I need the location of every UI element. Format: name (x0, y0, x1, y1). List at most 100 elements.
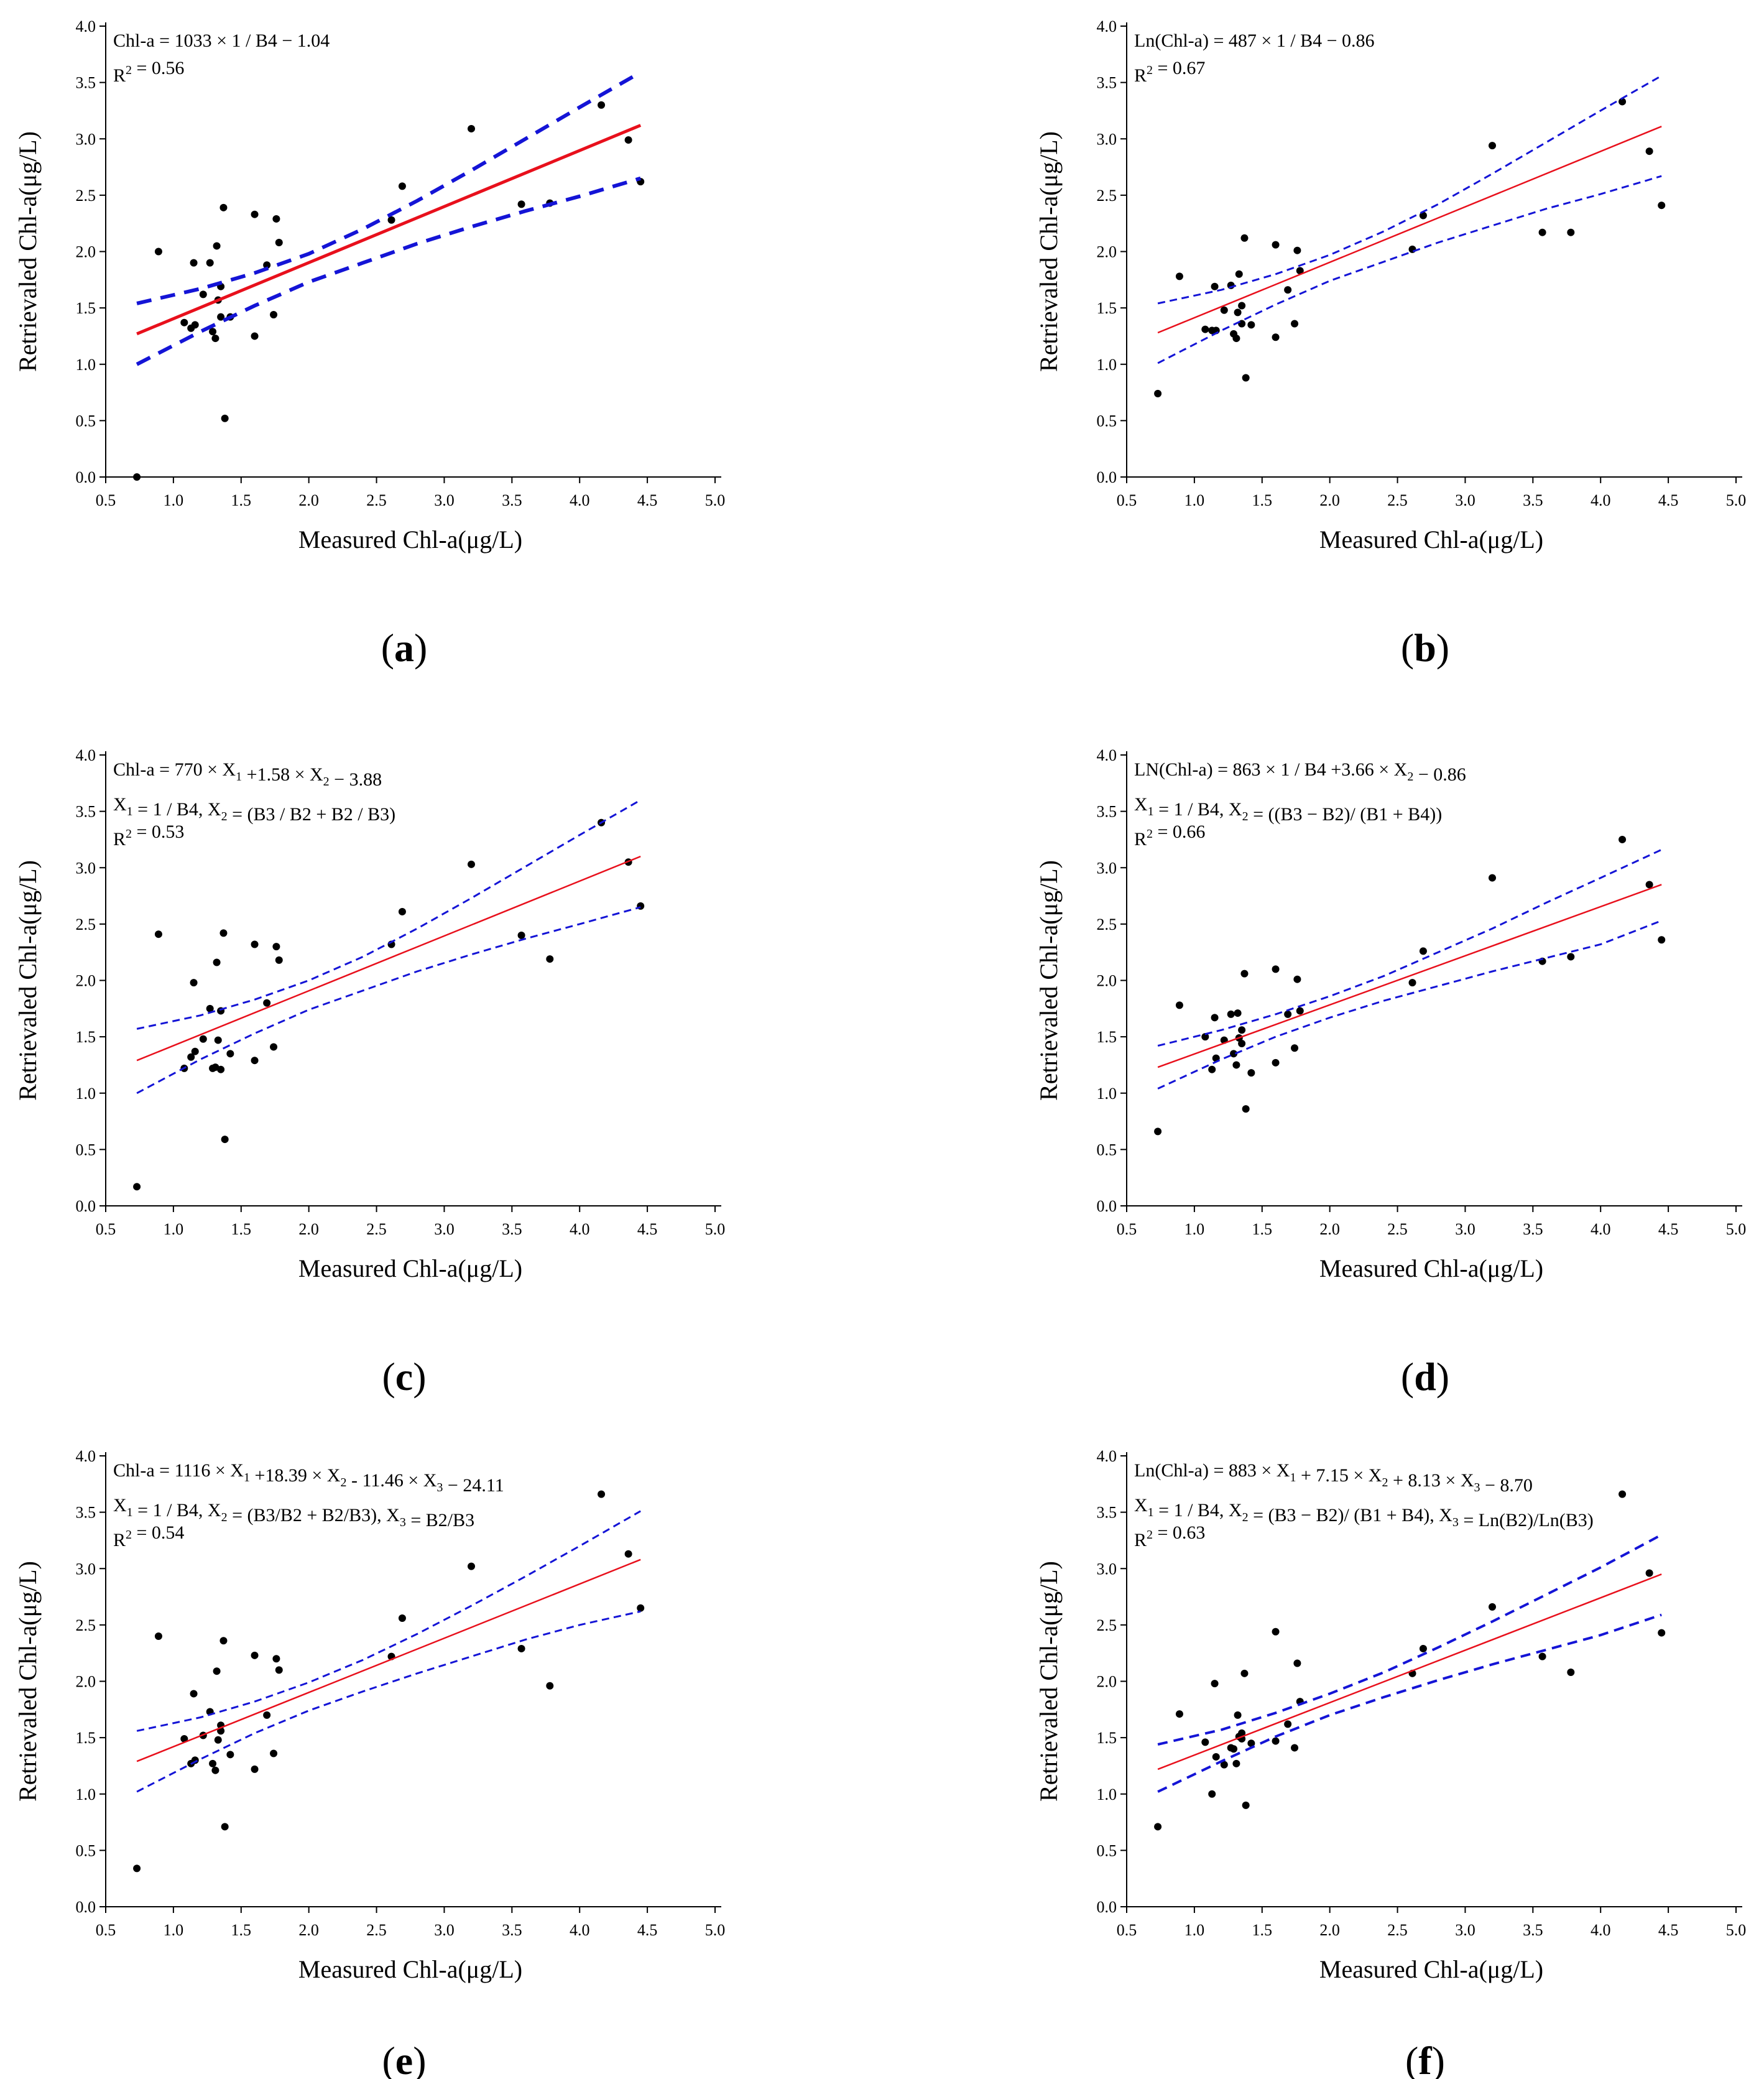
data-point (1619, 835, 1627, 843)
equation-line: Ln(Chl-a) = 883 × X1 + 7.15 × X2 + 8.13 … (1134, 1460, 1533, 1496)
y-tick-label: 0.5 (76, 412, 96, 430)
y-tick-label: 3.0 (1097, 859, 1117, 877)
data-point (1272, 333, 1280, 341)
data-point (221, 1136, 229, 1144)
x-tick-label: 1.5 (231, 1220, 252, 1238)
data-point (1272, 1058, 1280, 1067)
data-point (1538, 1652, 1546, 1660)
x-tick-label: 3.0 (434, 1220, 455, 1238)
data-point (213, 1667, 221, 1675)
y-axis-title: Retrievaled Chl-a(μg/L) (14, 1561, 42, 1802)
data-point (214, 1036, 222, 1044)
data-point (1293, 975, 1301, 983)
data-point (1242, 1801, 1250, 1809)
data-point (1658, 201, 1666, 210)
data-point (1238, 1040, 1246, 1047)
data-point (1235, 270, 1243, 278)
x-tick-label: 4.0 (570, 1220, 590, 1238)
data-point (1645, 147, 1653, 155)
data-point (251, 1651, 259, 1659)
x-tick-label: 0.5 (96, 1220, 116, 1238)
data-point (624, 1550, 632, 1558)
data-point (251, 940, 259, 948)
x-tick-label: 0.5 (96, 1921, 116, 1939)
confidence-band-lower (1157, 920, 1662, 1090)
data-point (1220, 1761, 1228, 1769)
data-point (1240, 970, 1249, 978)
equation-line: LN(Chl-a) = 863 × 1 / B4 +3.66 × X2 − 0.… (1134, 759, 1466, 785)
data-point (221, 414, 229, 422)
x-tick-label: 4.5 (1658, 1921, 1679, 1939)
data-point (217, 313, 225, 321)
y-axis-title: Retrievaled Chl-a(μg/L) (14, 860, 42, 1101)
y-tick-label: 1.0 (76, 356, 96, 374)
y-tick-label: 3.5 (76, 1504, 96, 1522)
x-axis-title: Measured Chl-a(μg/L) (298, 1955, 522, 1983)
data-point (1284, 1010, 1292, 1018)
data-point (211, 1766, 219, 1774)
y-tick-label: 0.0 (1097, 1898, 1117, 1916)
x-axis-title: Measured Chl-a(μg/L) (1319, 526, 1543, 553)
chart-panel-c: 0.5 1.0 1.5 2.0 2.5 3.0 3.5 4.0 4.5 5.00.00.51.01… (14, 746, 725, 1399)
data-point (1227, 1010, 1235, 1018)
data-point (154, 248, 162, 256)
data-point (1293, 246, 1301, 254)
y-tick-label: 2.0 (1097, 243, 1117, 261)
data-point (263, 261, 271, 269)
y-tick-label: 2.0 (76, 1673, 96, 1691)
panel-label: (b) (1401, 626, 1449, 670)
data-point (1272, 965, 1280, 973)
x-tick-label: 4.5 (637, 1220, 658, 1238)
y-tick-label: 2.5 (1097, 915, 1117, 933)
equation-line: X1 = 1 / B4, X2 = (B3 / B2 + B2 / B3) (113, 794, 395, 825)
x-tick-label: 4.5 (637, 1921, 658, 1939)
data-point (1232, 335, 1240, 343)
data-point (191, 1047, 199, 1055)
equation-line: R2 = 0.67 (1134, 58, 1205, 86)
y-axis-title: Retrievaled Chl-a(μg/L) (1035, 1561, 1063, 1802)
x-tick-label: 0.5 (96, 491, 116, 509)
x-tick-label: 3.5 (1523, 1921, 1543, 1939)
y-tick-label: 3.0 (76, 859, 96, 877)
data-point (1212, 1753, 1220, 1761)
equation-line: R2 = 0.66 (1134, 822, 1205, 850)
y-tick-label: 2.5 (76, 1616, 96, 1634)
data-point (1240, 234, 1249, 242)
data-point (468, 860, 475, 868)
data-point (263, 1711, 271, 1719)
data-point (1220, 306, 1228, 314)
data-point (1658, 936, 1666, 944)
x-tick-label: 2.0 (298, 491, 319, 509)
data-point (546, 955, 554, 963)
x-tick-label: 2.0 (1319, 491, 1340, 509)
data-point (272, 1655, 280, 1663)
y-tick-label: 4.0 (76, 17, 96, 35)
y-tick-label: 1.0 (1097, 1785, 1117, 1803)
data-point (219, 1637, 228, 1645)
data-point (1154, 1127, 1162, 1136)
x-tick-label: 2.0 (298, 1921, 319, 1939)
data-point (219, 929, 228, 937)
data-point (1211, 1680, 1219, 1688)
confidence-band-lower (136, 906, 641, 1095)
x-tick-label: 3.0 (1455, 1220, 1475, 1238)
y-tick-label: 2.5 (1097, 187, 1117, 205)
x-tick-label: 5.0 (705, 1921, 726, 1939)
data-point (199, 1035, 207, 1043)
data-point (624, 136, 632, 144)
data-point (1291, 320, 1299, 328)
x-tick-label: 2.0 (298, 1220, 319, 1238)
data-point (598, 101, 606, 109)
data-point (1489, 1603, 1496, 1611)
fit-line (136, 855, 641, 1062)
x-tick-label: 2.5 (1387, 1921, 1408, 1939)
y-tick-label: 0.0 (1097, 468, 1117, 486)
data-point (1247, 1069, 1255, 1077)
data-point (275, 956, 283, 964)
data-point (517, 200, 525, 208)
data-point (214, 1736, 222, 1744)
x-tick-label: 2.5 (366, 491, 387, 509)
data-point (190, 979, 198, 987)
data-point (270, 1043, 278, 1051)
